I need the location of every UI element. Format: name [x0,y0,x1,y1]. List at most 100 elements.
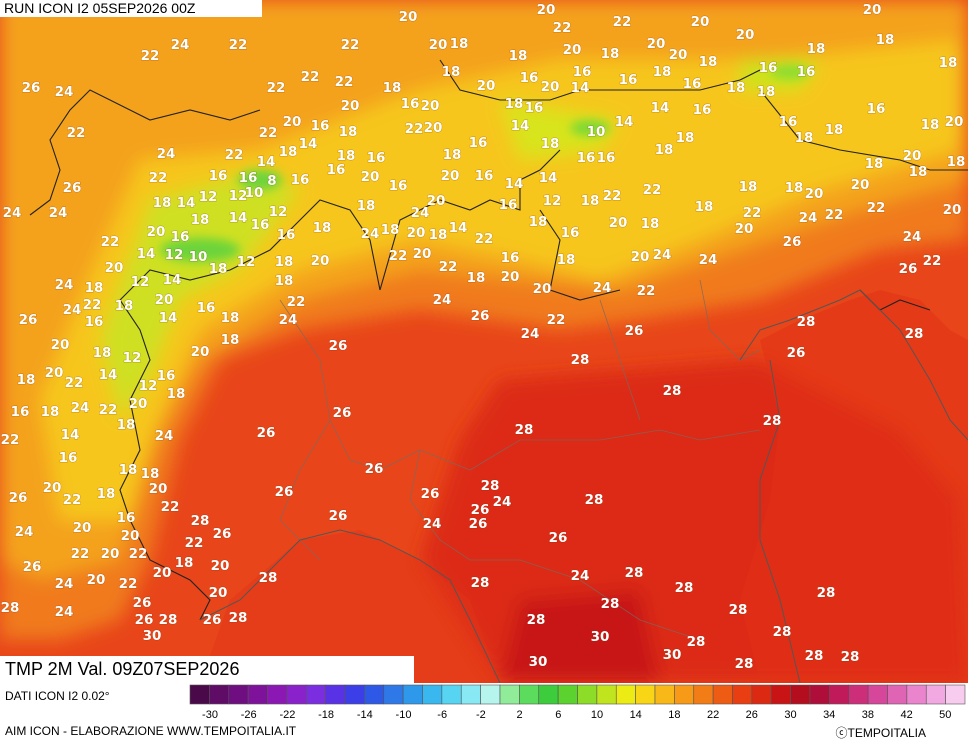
temperature-label: 26 [333,405,352,421]
temperature-label: 16 [117,510,136,526]
colorbar-cell [247,684,268,705]
colorbar-cell [712,684,733,705]
temperature-label: 16 [277,227,296,243]
temperature-label: 16 [597,150,616,166]
temperature-label: 20 [101,546,120,562]
temperature-label: 18 [443,147,462,163]
temperature-label: 20 [283,114,302,130]
colorbar-label: 38 [862,709,874,721]
temperature-label: 20 [541,79,560,95]
temperature-label: 18 [601,46,620,62]
temperature-label: 26 [203,612,222,628]
temperature-label: 22 [553,20,572,36]
colorbar-label: 14 [630,709,642,721]
temperature-label: 28 [687,634,706,650]
temperature-label: 24 [433,292,452,308]
temperature-label: 22 [389,248,408,264]
temperature-label: 16 [520,70,539,86]
temperature-label: 14 [299,136,318,152]
colorbar-cell [305,684,326,705]
temperature-label: 22 [603,188,622,204]
temperature-label: 26 [421,486,440,502]
temperature-label: 18 [41,404,60,420]
temperature-label: 24 [593,280,612,296]
run-title: RUN ICON I2 05SEP2026 00Z [0,0,262,17]
temperature-label: 18 [450,36,469,52]
temperature-label: 30 [663,647,682,663]
temperature-label: 22 [475,231,494,247]
temperature-label: 20 [863,2,882,18]
temperature-label: 20 [105,260,124,276]
colorbar-cell [228,684,249,705]
temperature-label: 28 [675,580,694,596]
temperature-label: 12 [139,378,158,394]
temperature-label: 24 [55,277,74,293]
temperature-label: 26 [23,559,42,575]
temperature-label: 22 [637,283,656,299]
temperature-label: 14 [615,114,634,130]
coastline [759,359,801,683]
temperature-label: 12 [229,188,248,204]
temperature-label: 18 [17,372,36,388]
temperature-label: 20 [43,480,62,496]
temperature-label: 14 [137,246,156,262]
temperature-label: 24 [55,576,74,592]
temperature-label: 16 [573,64,592,80]
colorbar-cell [674,684,695,705]
temperature-label: 16 [311,118,330,134]
temperature-label: 24 [799,210,818,226]
temperature-label: 18 [117,417,136,433]
temperature-label: 10 [587,124,606,140]
temperature-label: 18 [529,214,548,230]
temperature-label: 18 [275,254,294,270]
temperature-label: 18 [119,462,138,478]
temperature-label: 30 [591,629,610,645]
temperature-label: 24 [699,252,718,268]
colorbar-label: 34 [823,709,835,721]
temperature-label: 18 [167,386,186,402]
temperature-label: 20 [647,36,666,52]
colorbar-label: -6 [437,709,447,721]
colorbar-label: 42 [900,709,912,721]
temperature-label: 20 [691,14,710,30]
colorbar-cell [654,684,675,705]
colorbar-label: 26 [746,709,758,721]
temperature-label: 24 [521,326,540,342]
temperature-label: 20 [153,565,172,581]
temperature-label: 20 [537,2,556,18]
temperature-label: 28 [585,492,604,508]
colorbar-cell [693,684,714,705]
temperature-label: 18 [739,179,758,195]
coastline [199,529,501,683]
colorbar-cell [538,684,559,705]
temperature-label: 20 [413,246,432,262]
temperature-label: 28 [841,649,860,665]
temperature-label: 20 [121,528,140,544]
colorbar-cell [906,684,927,705]
temperature-label: 22 [149,170,168,186]
temperature-label: 18 [209,261,228,277]
temperature-label: 20 [945,114,964,130]
temperature-label: 16 [401,96,420,112]
colorbar-cell [209,684,230,705]
temperature-label: 18 [279,144,298,160]
temperature-label: 18 [275,273,294,289]
temperature-label: 14 [159,310,178,326]
temperature-label: 28 [259,570,278,586]
colorbar-label: -18 [318,709,334,721]
temperature-label: 18 [141,466,160,482]
temperature-label: 30 [143,628,162,644]
temperature-label: 22 [613,14,632,30]
colorbar-label: -30 [202,709,218,721]
temperature-label: 22 [267,80,286,96]
temperature-label: 28 [571,352,590,368]
colorbar-label: -26 [241,709,257,721]
temperature-label: 12 [237,254,256,270]
temperature-label: 24 [157,146,176,162]
temperature-label: 18 [641,216,660,232]
temperature-label: 20 [191,344,210,360]
temperature-label: 22 [643,182,662,198]
temperature-label: 18 [676,130,695,146]
temperature-label: 22 [825,207,844,223]
